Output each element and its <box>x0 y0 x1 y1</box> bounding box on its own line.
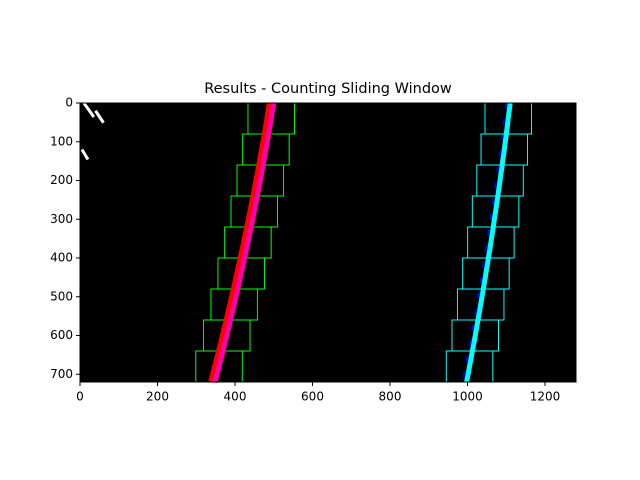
y-tick-label: 200 <box>50 173 73 187</box>
y-tick-label: 700 <box>50 367 73 381</box>
y-tick-label: 300 <box>50 212 73 226</box>
axes-frame <box>79 102 577 383</box>
x-tick-label: 0 <box>76 390 84 404</box>
x-tick-label: 400 <box>224 390 247 404</box>
x-tick-label: 600 <box>301 390 324 404</box>
left-lane-fit <box>212 102 277 383</box>
x-tick-label: 1200 <box>530 390 561 404</box>
y-tick-label: 100 <box>50 134 73 148</box>
x-tick-label: 200 <box>146 390 169 404</box>
x-tick-label: 800 <box>379 390 402 404</box>
y-tick-label: 600 <box>50 328 73 342</box>
y-tick-label: 500 <box>50 289 73 303</box>
y-tick-label: 400 <box>50 251 73 265</box>
edge-noise <box>80 102 105 161</box>
right-lane-fit <box>464 102 513 383</box>
image <box>80 103 576 382</box>
x-tick-label: 1000 <box>452 390 483 404</box>
y-tick-label: 0 <box>65 96 73 110</box>
chart-title: Results - Counting Sliding Window <box>204 81 452 97</box>
